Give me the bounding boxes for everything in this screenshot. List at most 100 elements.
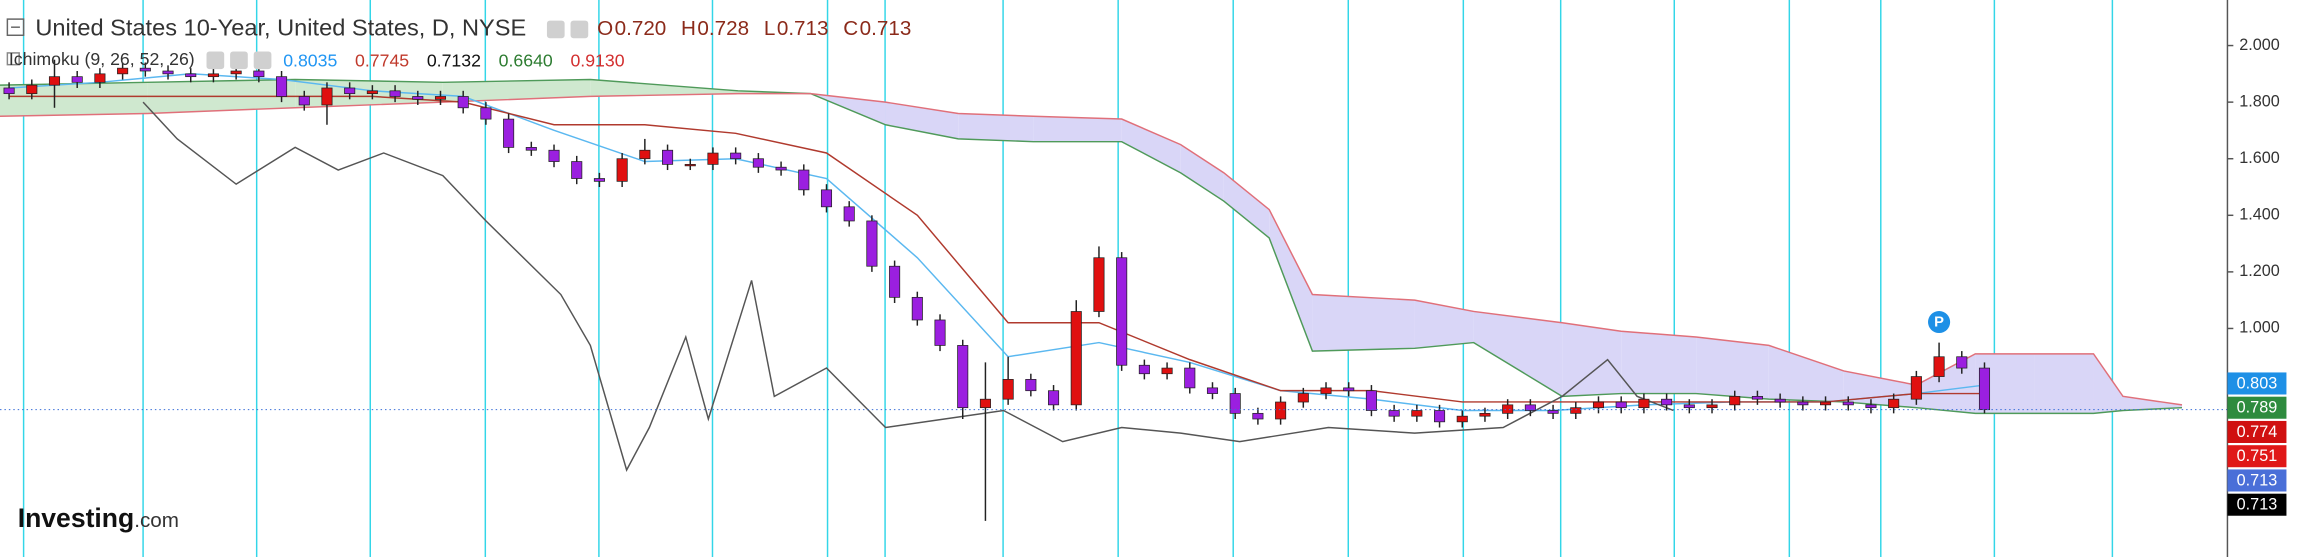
candle-body [48,76,61,86]
y-tick-label: 2.000 [2239,36,2280,54]
senkou-b-line [0,92,2183,406]
candle-body [1320,387,1332,394]
cloud-fill [1473,311,1563,397]
candle-body [1229,393,1241,414]
candle-body [1774,398,1786,403]
candle-body [1888,398,1900,409]
indicator-value: 0.9130 [570,50,624,70]
candle-body [798,169,810,191]
candle-body [457,96,469,109]
candle-body [1206,387,1219,394]
candle-body [117,67,129,75]
candle-body [185,73,197,78]
logo-text: Investing [18,503,135,533]
candle-body [1865,404,1877,409]
candle-body [1184,367,1196,389]
candle-body [525,147,537,151]
candle-body [1343,387,1355,392]
ohlc-key: O [597,17,613,40]
cloud [0,78,2183,415]
candle-body [1502,404,1514,414]
collapse-icon[interactable] [6,18,25,37]
candle-body [1365,390,1377,411]
cloud-fill [1562,322,1622,397]
candle-body [593,178,605,182]
candle-body [1252,412,1264,420]
ohlc-value: 0.720 [615,17,667,40]
chart-title: United States 10-Year, United States, D,… [35,15,526,41]
candle-body [707,152,719,165]
price-label: 0.751 [2237,447,2278,465]
candle-body [230,70,242,75]
candle-body [1956,356,1968,369]
settings-icon [546,20,565,39]
indicator-line [9,95,1985,403]
candle-body [1751,395,1763,400]
marker-label: P [1934,315,1944,331]
candle-body [366,90,378,95]
candle-body [207,73,219,78]
candle-body [1570,407,1582,414]
price-label: 0.713 [2237,471,2278,489]
cloud-fill [1696,336,1769,400]
candle-body [1456,415,1468,423]
candle-body [1161,367,1173,375]
price-label: 0.803 [2237,374,2278,392]
candle-body [3,87,15,95]
candle-body [889,265,901,298]
price-label-box [2227,396,2287,419]
candle-body [775,166,787,171]
candle-body [1048,390,1060,406]
ohlc-value: 0.728 [697,17,749,40]
candle-body [934,319,946,346]
cloud-fill [1180,144,1224,202]
candle-body [866,220,878,267]
cloud-fill [590,79,738,97]
indicator-line [142,101,1674,472]
candle-body [503,118,515,148]
logo: Investing .com [18,503,179,533]
settings-icon [570,20,589,39]
candle-body [571,161,583,179]
candle-body [276,76,288,97]
price-label-box [2227,420,2287,443]
candle-body [843,206,855,222]
candle-body [1479,412,1491,417]
ohlc-value: 0.713 [860,17,912,40]
cloud-fill [958,113,1034,142]
candle-body [1388,410,1400,417]
candle-body [1411,410,1423,417]
logo-suffix: .com [134,509,179,532]
candle-body [1297,393,1309,403]
indicator-line [9,73,1985,412]
candle-body [71,76,83,83]
indicator-icon[interactable] [6,52,20,66]
indicator-icon [253,51,272,70]
indicator-lines [9,73,1985,472]
candle-body [139,67,151,72]
cloud-fill [2034,353,2094,414]
candle-body [639,149,651,160]
candle-body [1820,401,1832,406]
candle-body [752,158,764,168]
indicator-value: 0.8035 [283,50,337,70]
candle-body [162,70,174,75]
candle-body [1093,257,1105,312]
cloud-fill [442,79,591,103]
candle-body [1275,401,1287,420]
indicator-value: 0.7745 [355,50,409,70]
candle-body [1002,379,1014,400]
cloud-fill [1269,209,1313,352]
candle-body [1547,410,1559,414]
candle-body [1842,401,1854,406]
indicator-icon [230,51,248,70]
candle-body [1434,410,1446,423]
indicator-value: 0.7132 [427,50,481,70]
cloud-fill [1916,353,1976,414]
ohlc-value: 0.713 [777,17,829,40]
header: United States 10-Year, United States, D,… [6,15,912,70]
price-label-box [2227,372,2287,395]
candle-body [389,90,401,97]
candle-body [957,345,969,409]
